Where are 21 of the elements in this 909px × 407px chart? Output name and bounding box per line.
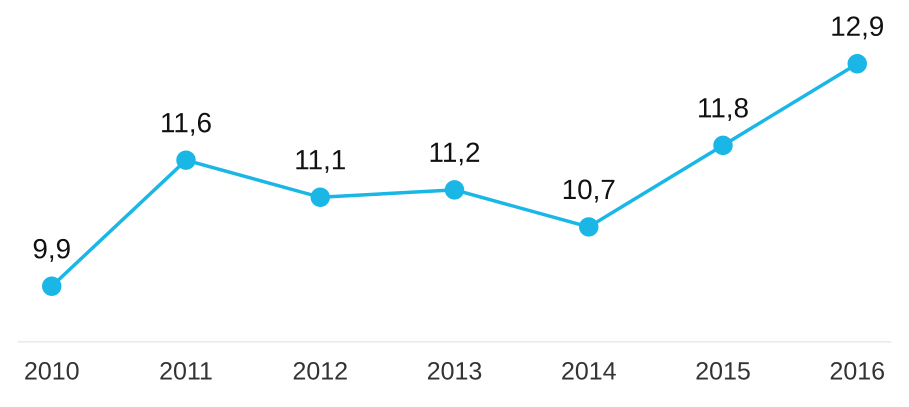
x-tick-label: 2012 xyxy=(294,362,347,380)
x-tick-label: 2011 xyxy=(160,362,212,380)
data-label: 11,2 xyxy=(430,142,480,166)
data-label: 9,9 xyxy=(34,238,70,262)
x-tick-label: 2014 xyxy=(562,362,616,380)
point xyxy=(579,217,598,237)
x-tick-label: 2013 xyxy=(428,362,482,380)
point xyxy=(848,54,867,74)
data-label: 11,8 xyxy=(699,98,748,121)
point xyxy=(713,136,733,156)
data-label: 11,1 xyxy=(296,150,345,173)
point xyxy=(176,150,196,170)
data-label: 10,7 xyxy=(564,180,614,202)
data-label: 12,9 xyxy=(832,16,883,40)
data-label: 11,6 xyxy=(162,112,211,136)
x-tick-label: 2016 xyxy=(830,362,884,380)
x-tick-label: 2010 xyxy=(25,362,79,380)
point xyxy=(42,276,62,296)
x-tick-label: 2015 xyxy=(696,362,750,380)
point xyxy=(310,188,330,207)
point xyxy=(444,180,464,200)
